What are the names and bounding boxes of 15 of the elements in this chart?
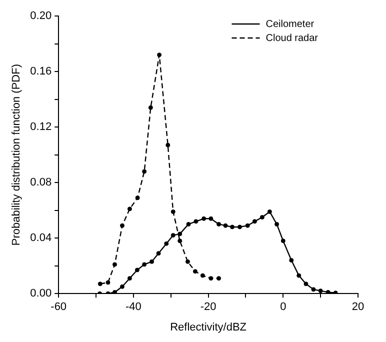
y-tick-label: 0.08 [30,176,52,189]
x-tick-label: -20 [200,301,216,314]
y-axis-title: Probability distribution function (PDF) [10,64,23,246]
x-axis-title: Reflectivity/dBZ [170,321,247,334]
legend-label: Cloud radar [266,32,319,44]
y-tick-label: 0.16 [30,66,52,78]
x-tick-label: 0 [280,301,286,314]
x-tick-label: -40 [126,301,142,314]
y-tick-label: 0.00 [30,288,52,300]
x-tick-label: -60 [50,301,67,314]
y-tick-label: 0.20 [30,10,52,22]
legend-label: Ceilometer [266,18,315,30]
y-tick-label: 0.04 [30,232,52,244]
y-tick-label: 0.12 [30,121,52,134]
x-tick-label: 20 [352,301,364,314]
